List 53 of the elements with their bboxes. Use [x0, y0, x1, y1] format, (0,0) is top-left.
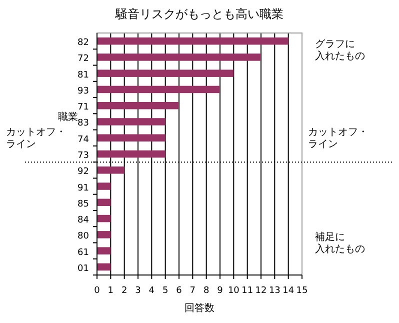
y-tick-label: 71	[78, 102, 89, 113]
x-tick-label: 9	[217, 286, 224, 296]
y-tick-label: 93	[78, 86, 89, 96]
text: グラフに入れたもの	[315, 39, 365, 62]
y-tick-label: 81	[78, 70, 89, 80]
x-tick-label: 1	[108, 286, 114, 296]
x-tick-label: 6	[176, 286, 182, 296]
bar	[97, 231, 111, 238]
y-tick-label: 92	[78, 167, 89, 178]
y-axis-title: 職業	[58, 111, 78, 123]
x-tick-label: 13	[268, 286, 280, 296]
bar	[97, 182, 111, 190]
bar	[97, 37, 288, 45]
x-tick-label: 7	[190, 286, 196, 296]
x-tick-label: 3	[135, 286, 141, 296]
bar	[97, 134, 166, 142]
y-tick-label: 80	[78, 232, 90, 242]
x-tick-label: 0	[94, 286, 100, 296]
y-tick-label: 74	[78, 134, 90, 145]
y-tick-label: 72	[78, 54, 89, 64]
bar	[97, 150, 166, 158]
bar	[97, 263, 111, 271]
text: カットオフ・ライン	[308, 127, 368, 150]
y-tick-label: 01	[78, 264, 89, 274]
x-tick-label: 8	[203, 286, 210, 296]
bar	[97, 70, 234, 77]
text: 補足に入れたもの	[315, 231, 365, 255]
bar	[97, 118, 166, 126]
y-tick-label: 83	[78, 118, 89, 129]
x-tick-label: 4	[148, 286, 155, 296]
y-tick-label: 85	[78, 199, 89, 210]
bar	[97, 198, 111, 206]
y-tick-label: 73	[78, 151, 89, 161]
x-tick-label: 12	[255, 286, 267, 296]
bar	[97, 86, 220, 94]
ref-line-label: カットオフ・ライン	[6, 127, 66, 150]
x-tick-label: 11	[242, 286, 254, 296]
x-tick-label: 14	[282, 286, 294, 296]
x-tick-label: 2	[121, 286, 128, 296]
x-tick-label: 10	[228, 286, 240, 296]
y-tick-label: 61	[78, 248, 89, 258]
y-tick-label: 84	[78, 216, 90, 226]
x-axis-title: 回答数	[184, 302, 214, 314]
y-tick-label: 91	[78, 183, 89, 194]
y-tick-label: 82	[78, 38, 89, 48]
bar	[97, 214, 111, 222]
bar	[97, 166, 124, 174]
bar	[97, 247, 111, 254]
chart-title: 騒音リスクがもっとも高い職業	[114, 7, 284, 21]
bar	[97, 102, 179, 110]
bar	[97, 54, 261, 61]
x-tick-label: 5	[162, 286, 168, 296]
x-tick-label: 15	[296, 286, 308, 296]
